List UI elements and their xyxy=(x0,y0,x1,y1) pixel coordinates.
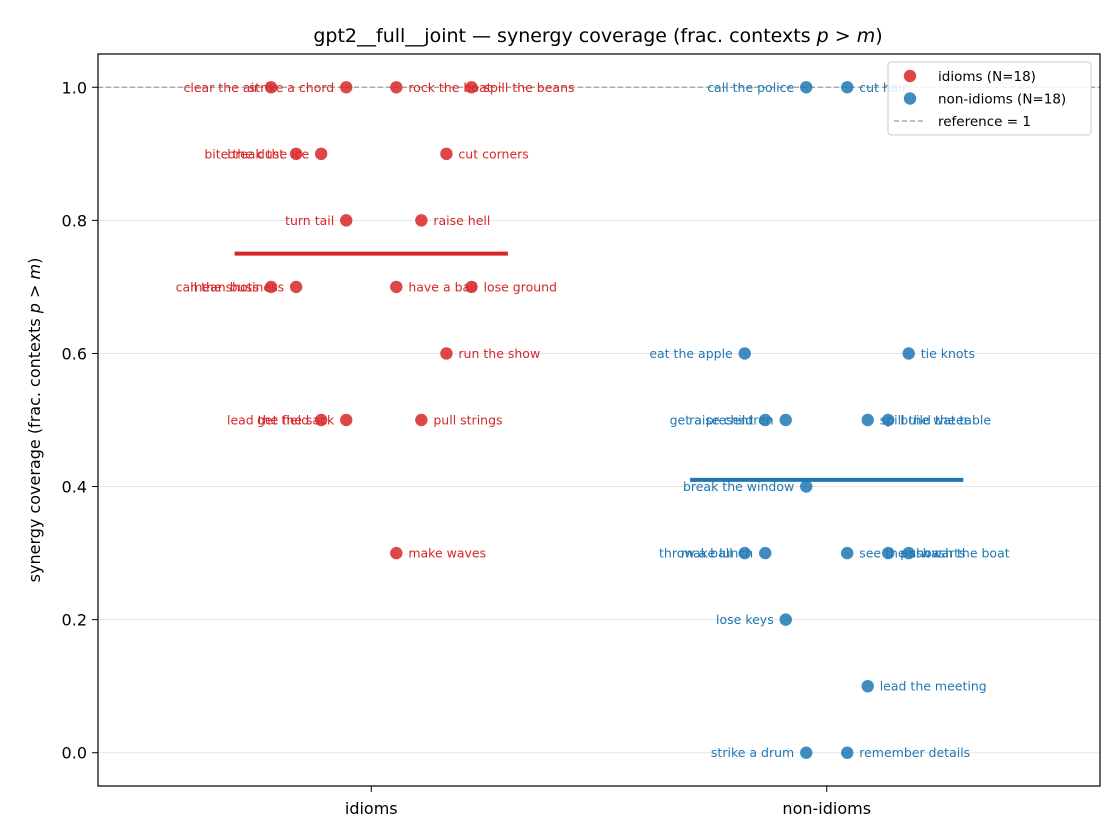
point-label: make waves xyxy=(408,546,486,561)
point-label: have a ball xyxy=(408,279,477,294)
point-label: pull strings xyxy=(433,413,502,428)
data-point xyxy=(738,347,751,360)
data-point xyxy=(390,280,403,294)
point-label: call the shots xyxy=(176,279,259,294)
point-label: raise children xyxy=(689,413,774,428)
legend-box xyxy=(887,61,1092,136)
point-label: push carts xyxy=(900,546,965,561)
mean-bars xyxy=(234,251,964,482)
point-label: wash the boat xyxy=(921,546,1010,561)
data-point xyxy=(415,214,428,227)
y-tick-label: 0.8 xyxy=(62,211,87,230)
data-point xyxy=(264,81,278,94)
legend-entry: idioms (N=18) xyxy=(938,69,1036,85)
point-label: raise hell xyxy=(433,213,490,228)
data-point xyxy=(340,214,353,227)
y-tick-label: 0.4 xyxy=(62,478,87,497)
point-label: turn tail xyxy=(285,213,334,228)
data-point xyxy=(440,147,453,161)
data-point xyxy=(800,81,813,94)
point-label: remember details xyxy=(859,745,970,760)
data-point xyxy=(779,613,792,626)
chart-title: gpt2__full__joint — synergy coverage (fr… xyxy=(313,25,882,47)
data-point xyxy=(289,147,303,161)
y-tick-label: 0.0 xyxy=(62,744,87,763)
data-point xyxy=(314,147,328,161)
point-label: lose keys xyxy=(716,612,774,627)
legend: idioms (N=18) non-idioms (N=18) reference … xyxy=(887,61,1092,136)
point-label: mean business xyxy=(190,279,284,294)
y-axis-label: synergy coverage (frac. contexts p > m) xyxy=(25,258,44,583)
point-label: call the police xyxy=(707,80,794,95)
data-point xyxy=(415,413,428,427)
y-tick-label: 0.2 xyxy=(62,611,87,630)
data-points xyxy=(264,81,915,759)
y-axis: 0.0 0.2 0.4 0.6 0.8 1.0 xyxy=(62,78,98,763)
point-label: get the sack xyxy=(257,413,335,428)
data-point xyxy=(902,546,915,560)
point-label: break the window xyxy=(683,479,794,494)
data-point xyxy=(340,81,353,94)
data-point xyxy=(861,413,874,427)
data-point xyxy=(289,280,303,294)
point-label: tie knots xyxy=(921,346,975,361)
data-point xyxy=(841,746,854,759)
data-point xyxy=(800,746,813,759)
legend-entry: reference = 1 xyxy=(938,114,1031,130)
data-point xyxy=(902,347,915,360)
point-label: spill the beans xyxy=(483,80,574,95)
data-point xyxy=(390,81,403,94)
data-point xyxy=(759,546,772,560)
data-point xyxy=(465,280,478,294)
point-label: eat the apple xyxy=(649,346,733,361)
x-tick-label: non-idioms xyxy=(782,799,871,818)
point-label: cut corners xyxy=(458,146,528,161)
point-label: break the ice xyxy=(227,146,309,161)
data-point xyxy=(465,81,478,94)
data-point xyxy=(759,413,772,427)
point-label: strike a chord xyxy=(249,80,334,95)
point-label: bite the dust xyxy=(204,146,284,161)
x-axis: idioms non-idioms xyxy=(345,786,871,818)
data-point xyxy=(882,546,895,560)
data-point xyxy=(264,280,278,294)
data-point xyxy=(841,81,854,94)
point-label: run the show xyxy=(458,346,540,361)
point-label: lead the meeting xyxy=(880,679,987,694)
data-point xyxy=(738,546,751,560)
point-label: get a present xyxy=(670,413,754,428)
data-point xyxy=(861,679,874,693)
point-label: spill the water xyxy=(880,413,970,428)
legend-entry: non-idioms (N=18) xyxy=(938,92,1066,108)
data-point xyxy=(779,413,792,427)
data-point xyxy=(841,546,854,560)
point-label: see the show xyxy=(859,546,942,561)
data-point xyxy=(340,413,353,427)
data-point xyxy=(882,413,895,427)
point-label: clear the air xyxy=(183,80,259,95)
point-label: make lunch xyxy=(681,546,753,561)
data-point xyxy=(390,546,403,560)
legend-marker-non-idioms xyxy=(903,92,917,105)
y-tick-label: 0.6 xyxy=(62,344,87,363)
point-label: throw a ball xyxy=(659,546,733,561)
x-tick-label: idioms xyxy=(345,799,398,818)
point-label: rock the boat xyxy=(408,80,491,95)
data-point xyxy=(800,480,813,493)
legend-marker-idioms xyxy=(903,69,917,83)
point-label: lead the field xyxy=(227,413,309,428)
plot-frame xyxy=(97,53,1101,787)
data-point xyxy=(440,347,453,360)
point-label: strike a drum xyxy=(711,745,794,760)
point-label: lose ground xyxy=(483,279,557,294)
data-point xyxy=(314,413,328,427)
point-label: build the table xyxy=(900,413,991,428)
y-tick-label: 1.0 xyxy=(62,78,87,97)
